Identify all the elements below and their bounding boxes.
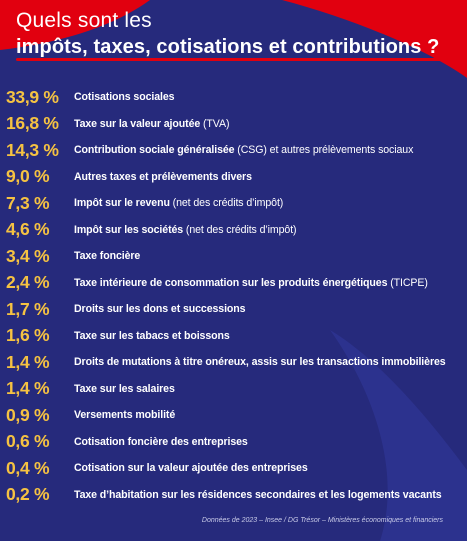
list-item: 2,4 % Taxe intérieure de consommation sur… — [6, 270, 464, 297]
item-label: Taxe foncière — [74, 250, 140, 262]
item-label: Contribution sociale généralisée (CSG) e… — [74, 144, 413, 156]
item-label: Cotisations sociales — [74, 91, 175, 104]
red-corner-shape — [0, 0, 150, 50]
list-item: 4,6 % Impôt sur les sociétés (net des cré… — [6, 217, 464, 244]
list-item: 0,6 % Cotisation foncière des entreprises — [6, 429, 464, 456]
percent-value: 1,6 % — [6, 325, 50, 346]
list-item: 7,3 % Impôt sur le revenu (net des crédit… — [6, 190, 464, 217]
source-note: Données de 2023 – Insee / DG Trésor – Mi… — [201, 517, 443, 524]
percent-value: 7,3 % — [6, 192, 50, 213]
percent-value: 1,4 % — [6, 378, 50, 399]
item-label: Taxe sur la valeur ajoutée (TVA) — [74, 118, 229, 130]
percent-value: 0,2 % — [6, 484, 50, 505]
item-label: Impôt sur les sociétés (net des crédits … — [74, 223, 297, 236]
title-line-2: impôts, taxes, cotisations et contributi… — [16, 34, 448, 61]
item-label-bold: Taxe intérieure de consommation sur les … — [74, 276, 388, 289]
title-block: Quels sont les impôts, taxes, cotisation… — [16, 8, 448, 61]
item-label: Taxe sur les salaires — [74, 383, 175, 395]
percent-value: 0,6 % — [6, 431, 50, 452]
list-item: 14,3 % Contribution sociale généralisée (… — [6, 137, 464, 164]
list-item: 1,4 % Taxe sur les salaires — [6, 376, 464, 403]
title-underline — [16, 58, 448, 61]
item-label: Droits sur les dons et successions — [74, 303, 246, 316]
red-top-right-shape — [282, 0, 467, 78]
percent-value: 0,4 % — [6, 457, 50, 478]
percent-value: 1,4 % — [6, 351, 50, 372]
item-label-bold: Impôt sur le revenu — [74, 197, 170, 210]
item-label-bold: Droits de mutations à titre onéreux, ass… — [74, 356, 446, 369]
item-label: Autres taxes et prélèvements divers — [74, 171, 252, 183]
item-label-bold: Impôt sur les sociétés — [74, 223, 184, 236]
item-label: Versements mobilité — [74, 409, 175, 421]
item-label: Taxe sur les tabacs et boissons — [74, 330, 230, 342]
list-item: 0,4 % Cotisation sur la valeur ajoutée de… — [6, 455, 464, 482]
item-label-normal: (net des crédits d’impôt) — [183, 223, 297, 236]
item-label-bold: Contribution sociale généralisée — [74, 144, 235, 157]
list-item: 1,7 % Droits sur les dons et successions — [6, 296, 464, 323]
tax-list: 33,9 % Cotisations sociales 16,8 % Taxe su… — [6, 84, 464, 508]
item-label-normal: (CSG) et autres prélèvements sociaux — [234, 144, 414, 157]
item-label: Impôt sur le revenu (net des crédits d’i… — [74, 197, 283, 209]
item-label-bold: Cotisation foncière des entreprises — [74, 435, 248, 448]
item-label-bold: Taxe foncière — [74, 250, 141, 263]
item-label: Cotisation foncière des entreprises — [74, 436, 248, 448]
item-label-bold: Cotisations sociales — [74, 91, 175, 104]
item-label-bold: Taxe sur la valeur ajoutée — [74, 117, 201, 130]
percent-value: 0,9 % — [6, 404, 50, 425]
percent-value: 2,4 % — [6, 272, 50, 293]
percent-value: 3,4 % — [6, 245, 50, 266]
item-label: Taxe d’habitation sur les résidences sec… — [74, 489, 442, 501]
percent-value: 33,9 % — [6, 86, 59, 107]
list-item: 9,0 % Autres taxes et prélèvements divers — [6, 164, 464, 191]
list-item: 16,8 % Taxe sur la valeur ajoutée (TVA) — [6, 111, 464, 138]
blue-wave-shape — [330, 330, 467, 541]
list-item: 0,9 % Versements mobilité — [6, 402, 464, 429]
item-label-bold: Taxe sur les tabacs et boissons — [74, 329, 230, 342]
item-label-bold: Versements mobilité — [74, 409, 176, 422]
list-item: 3,4 % Taxe foncière — [6, 243, 464, 270]
list-item: 1,4 % Droits de mutations à titre onéreux… — [6, 349, 464, 376]
item-label: Droits de mutations à titre onéreux, ass… — [74, 356, 446, 368]
item-label-normal: (net des crédits d’impôt) — [169, 197, 284, 210]
title-line-1: Quels sont les — [16, 9, 152, 32]
item-label: Taxe intérieure de consommation sur les … — [74, 277, 428, 289]
list-item: 33,9 % Cotisations sociales — [6, 84, 464, 111]
list-item: 0,2 % Taxe d’habitation sur les résidence… — [6, 482, 464, 509]
item-label-bold: Taxe d’habitation sur les résidences sec… — [74, 488, 442, 501]
percent-value: 4,6 % — [6, 219, 50, 240]
item-label-bold: Cotisation sur la valeur ajoutée des ent… — [74, 462, 308, 475]
item-label-normal: (TVA) — [200, 117, 230, 130]
percent-value: 9,0 % — [6, 166, 50, 187]
list-item: 1,6 % Taxe sur les tabacs et boissons — [6, 323, 464, 350]
item-label-bold: Taxe sur les salaires — [74, 382, 175, 395]
item-label: Cotisation sur la valeur ajoutée des ent… — [74, 462, 308, 474]
title-line-2-text: impôts, taxes, cotisations et contributi… — [16, 36, 440, 58]
percent-value: 16,8 % — [6, 113, 59, 134]
percent-value: 1,7 % — [6, 298, 50, 319]
item-label-bold: Droits sur les dons et successions — [74, 303, 246, 316]
percent-value: 14,3 % — [6, 139, 59, 160]
item-label-normal: (TICPE) — [387, 276, 428, 289]
item-label-bold: Autres taxes et prélèvements divers — [74, 170, 252, 183]
